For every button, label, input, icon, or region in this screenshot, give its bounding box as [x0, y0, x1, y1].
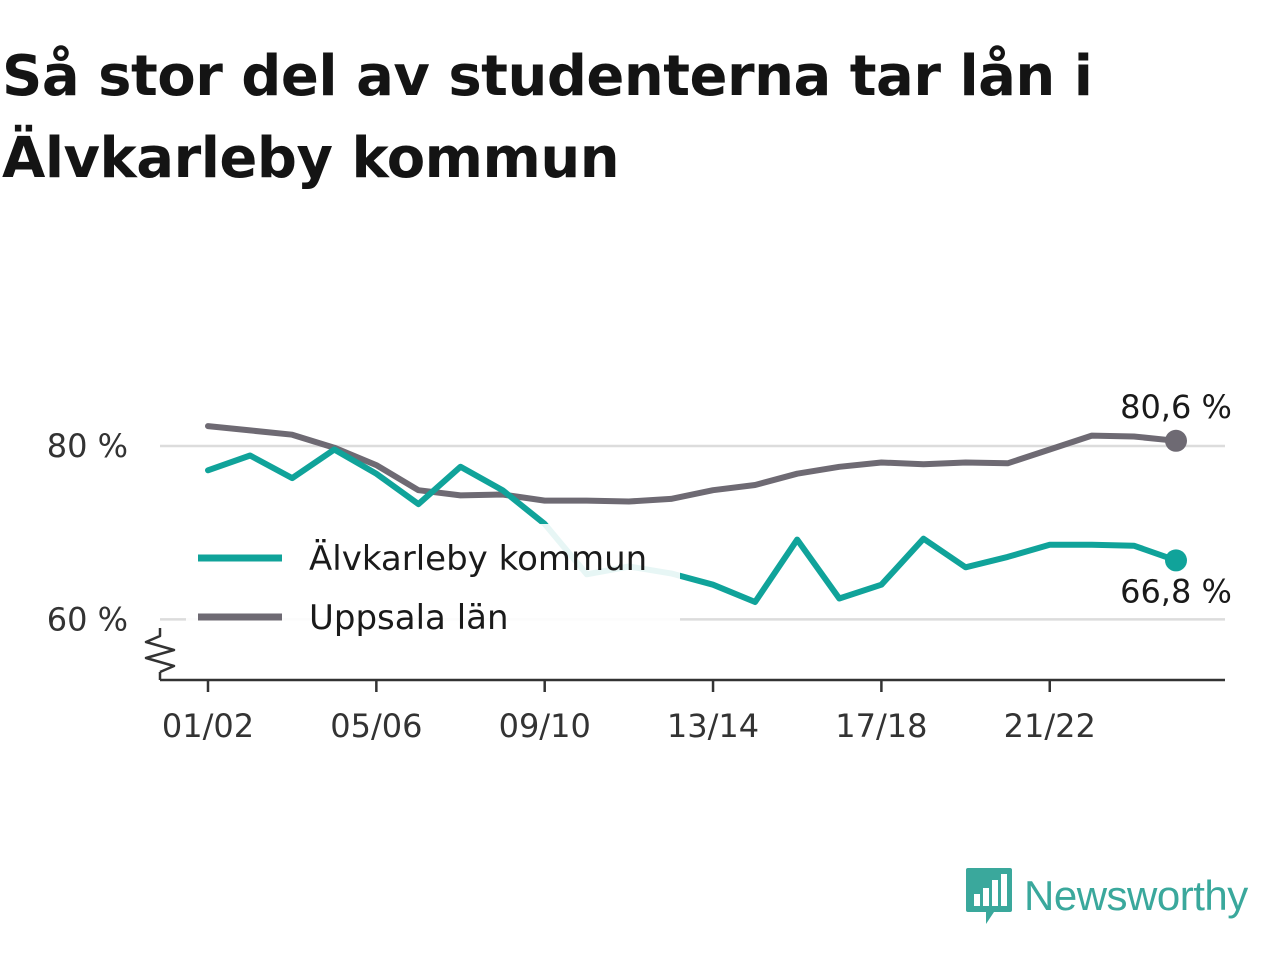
- series-line: [205, 446, 1179, 605]
- newsworthy-logo-icon: [966, 868, 1012, 924]
- chart-title: Så stor del av studenterna tar lån i Älv…: [2, 44, 1093, 191]
- series-lines: [205, 423, 1179, 605]
- series-line: [205, 423, 1179, 505]
- x-tick-label: 21/22: [1004, 707, 1096, 745]
- legend: Älvkarleby kommun Uppsala län: [186, 524, 680, 642]
- x-tick-label: 17/18: [835, 707, 927, 745]
- brand-name: Newsworthy: [1024, 872, 1248, 919]
- end-value-label: 66,8 %: [1120, 572, 1232, 610]
- legend-label: Älvkarleby kommun: [309, 539, 647, 579]
- x-tick-label: 09/10: [499, 707, 591, 745]
- newsworthy-logo: Newsworthy: [964, 864, 1248, 928]
- x-tick-label: 13/14: [667, 707, 759, 745]
- end-point-marker: [1165, 429, 1187, 452]
- legend-background: [186, 524, 680, 642]
- x-tick-label: 05/06: [330, 707, 422, 745]
- end-value-label: 80,6 %: [1120, 388, 1232, 426]
- end-points: 66,8 % 80,6 %: [1120, 388, 1232, 611]
- y-tick-label: 80 %: [47, 427, 128, 465]
- axes: 60 % 80 % 01/02 05/06 09/10 13/14 17/18 21/22: [47, 427, 1225, 745]
- end-point-marker: [1165, 549, 1187, 572]
- legend-label: Uppsala län: [309, 598, 509, 638]
- x-tick-label: 01/02: [162, 707, 254, 745]
- axis-break-icon: [144, 628, 176, 674]
- y-tick-label: 60 %: [47, 600, 128, 638]
